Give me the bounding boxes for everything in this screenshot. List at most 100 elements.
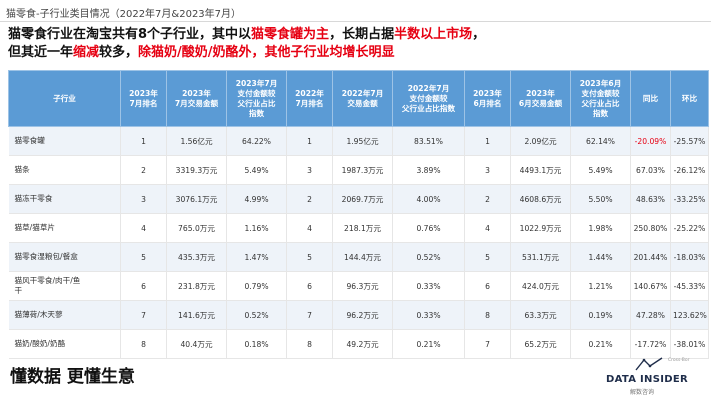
table-cell: 64.22% — [226, 126, 287, 156]
table-cell: 531.1万元 — [510, 242, 571, 272]
subcategory-table: 子行业 2023年 7月排名 2023年 7月交易金额 2023年7月 支付金额较 父… — [8, 70, 709, 359]
table-cell: 123.62% — [670, 300, 709, 330]
table-cell: 5.49% — [226, 155, 287, 185]
table-row: 猫奶/酸奶/奶酪 8 40.4万元 0.18% 8 49.2万元 0.21% 7 65.2万元 0… — [8, 329, 709, 359]
table-cell: 4.99% — [226, 184, 287, 214]
headline-highlight: 猫零食罐为主 — [251, 27, 330, 42]
table-cell: 2 — [120, 155, 167, 185]
table-header-row: 子行业 2023年 7月排名 2023年 7月交易金额 2023年7月 支付金额较 父… — [8, 70, 709, 127]
table-cell: 63.3万元 — [510, 300, 571, 330]
table-cell: 4 — [120, 213, 167, 243]
table-cell: 0.21% — [570, 329, 631, 359]
table-cell: 40.4万元 — [166, 329, 227, 359]
table-cell: 218.1万元 — [332, 213, 393, 243]
table-cell: -45.33% — [670, 271, 709, 301]
table-cell: 0.52% — [392, 242, 465, 272]
column-header: 2023年 7月交易金额 — [166, 70, 227, 127]
table-row: 猫薄荷/木天蓼 7 141.6万元 0.52% 7 96.2万元 0.33% 8 63.3万元 0… — [8, 300, 709, 330]
table-cell: 6 — [286, 271, 333, 301]
column-header: 2023年7月 支付金额较 父行业占比 指数 — [226, 70, 287, 127]
table-cell: 8 — [120, 329, 167, 359]
headline-highlight: 缩减 — [73, 45, 100, 60]
table-cell: 96.2万元 — [332, 300, 393, 330]
headline-text: 但其近一年 — [8, 45, 74, 60]
table-cell: -18.03% — [670, 242, 709, 272]
table-cell: 1.47% — [226, 242, 287, 272]
table-cell: 96.3万元 — [332, 271, 393, 301]
title-divider — [0, 21, 711, 22]
table-cell: 6 — [120, 271, 167, 301]
table-row: 猫零食湿粮包/餐盒 5 435.3万元 1.47% 5 144.4万元 0.52% 5 531.… — [8, 242, 709, 272]
table-cell: 424.0万元 — [510, 271, 571, 301]
logo-subtext: 解数咨询 — [630, 389, 655, 396]
table-cell: 250.80% — [630, 213, 671, 243]
column-header: 2022年7月 交易金额 — [332, 70, 393, 127]
table-cell: 0.19% — [570, 300, 631, 330]
table-cell: 3076.1万元 — [166, 184, 227, 214]
table-cell: 1.44% — [570, 242, 631, 272]
table-cell: 765.0万元 — [166, 213, 227, 243]
table-cell: -38.01% — [670, 329, 709, 359]
table-cell: 144.4万元 — [332, 242, 393, 272]
table-cell: 1.21% — [570, 271, 631, 301]
table-cell: 0.33% — [392, 271, 465, 301]
table-row: 猫草/猫草片 4 765.0万元 1.16% 4 218.1万元 0.76% 4 1022.9万… — [8, 213, 709, 243]
table-row: 猫零食罐 1 1.56亿元 64.22% 1 1.95亿元 83.51% 1 2.09亿元 62.… — [8, 126, 709, 156]
table-cell: 3319.3万元 — [166, 155, 227, 185]
table-cell: 5 — [120, 242, 167, 272]
table-cell: 5.49% — [570, 155, 631, 185]
slogan: 懂数据 更懂生意 — [10, 367, 135, 387]
table-cell: 1.16% — [226, 213, 287, 243]
column-header: 2023年 7月排名 — [120, 70, 167, 127]
table-cell: 2069.7万元 — [332, 184, 393, 214]
table-cell: 1022.9万元 — [510, 213, 571, 243]
column-header: 2023年 6月排名 — [464, 70, 511, 127]
table-cell: 4 — [286, 213, 333, 243]
headline-text: ， — [472, 27, 486, 42]
column-header: 2023年6月 支付金额较 父行业占比 指数 — [570, 70, 631, 127]
table-cell: 83.51% — [392, 126, 465, 156]
headline-highlight: 除猫奶/酸奶/奶酪外，其他子行业均增长明显 — [138, 45, 395, 60]
table-cell: 3 — [120, 184, 167, 214]
logo-wave-icon — [635, 357, 663, 371]
table-cell: 0.33% — [392, 300, 465, 330]
table-cell: 0.18% — [226, 329, 287, 359]
column-header: 2023年 6月交易金额 — [510, 70, 571, 127]
table-cell: 3 — [286, 155, 333, 185]
subcategory-name: 猫薄荷/木天蓼 — [8, 300, 121, 330]
table-cell: 435.3万元 — [166, 242, 227, 272]
subcategory-name: 猫零食罐 — [8, 126, 121, 156]
table-cell: 4493.1万元 — [510, 155, 571, 185]
logo-text: DATA INSIDER — [606, 374, 688, 385]
headline-text: 较多， — [99, 45, 139, 60]
table-cell: 0.76% — [392, 213, 465, 243]
column-header: 2022年 7月排名 — [286, 70, 333, 127]
table-row: 猫风干零食/肉干/鱼 干 6 231.8万元 0.79% 6 96.3万元 0.33% 6 42… — [8, 271, 709, 301]
headline: 猫零食行业在淘宝共有8个子行业，其中以猫零食罐为主，长期占据半数以上市场， 但其… — [8, 26, 708, 62]
table-cell: 8 — [464, 300, 511, 330]
table-cell: 0.21% — [392, 329, 465, 359]
table-row: 猫条 2 3319.3万元 5.49% 3 1987.3万元 3.89% 3 4493.1万元 5… — [8, 155, 709, 185]
table-cell: 1 — [286, 126, 333, 156]
logo-tag: Cross-Bor — [668, 358, 690, 363]
table-cell: 4608.6万元 — [510, 184, 571, 214]
column-header: 环比 — [670, 70, 709, 127]
table-cell: -26.12% — [670, 155, 709, 185]
table-cell: 5 — [464, 242, 511, 272]
table-cell: 1987.3万元 — [332, 155, 393, 185]
table-cell: 201.44% — [630, 242, 671, 272]
column-header: 2022年7月 支付金额较 父行业占比指数 — [392, 70, 465, 127]
table-cell: 7 — [286, 300, 333, 330]
subcategory-name: 猫条 — [8, 155, 121, 185]
headline-line-1: 猫零食行业在淘宝共有8个子行业，其中以猫零食罐为主，长期占据半数以上市场， — [8, 26, 708, 44]
table-cell: 7 — [464, 329, 511, 359]
table-row: 猫冻干零食 3 3076.1万元 4.99% 2 2069.7万元 4.00% 2 4608.6… — [8, 184, 709, 214]
data-insider-logo: Cross-Bor DATA INSIDER 解数咨询 — [606, 356, 706, 396]
table-cell: -33.25% — [670, 184, 709, 214]
table-cell: -25.57% — [670, 126, 709, 156]
table-cell: 0.52% — [226, 300, 287, 330]
column-header: 子行业 — [8, 70, 121, 127]
table-cell: 2 — [286, 184, 333, 214]
table-cell: 231.8万元 — [166, 271, 227, 301]
table-body: 猫零食罐 1 1.56亿元 64.22% 1 1.95亿元 83.51% 1 2.09亿元 62.… — [8, 126, 709, 359]
